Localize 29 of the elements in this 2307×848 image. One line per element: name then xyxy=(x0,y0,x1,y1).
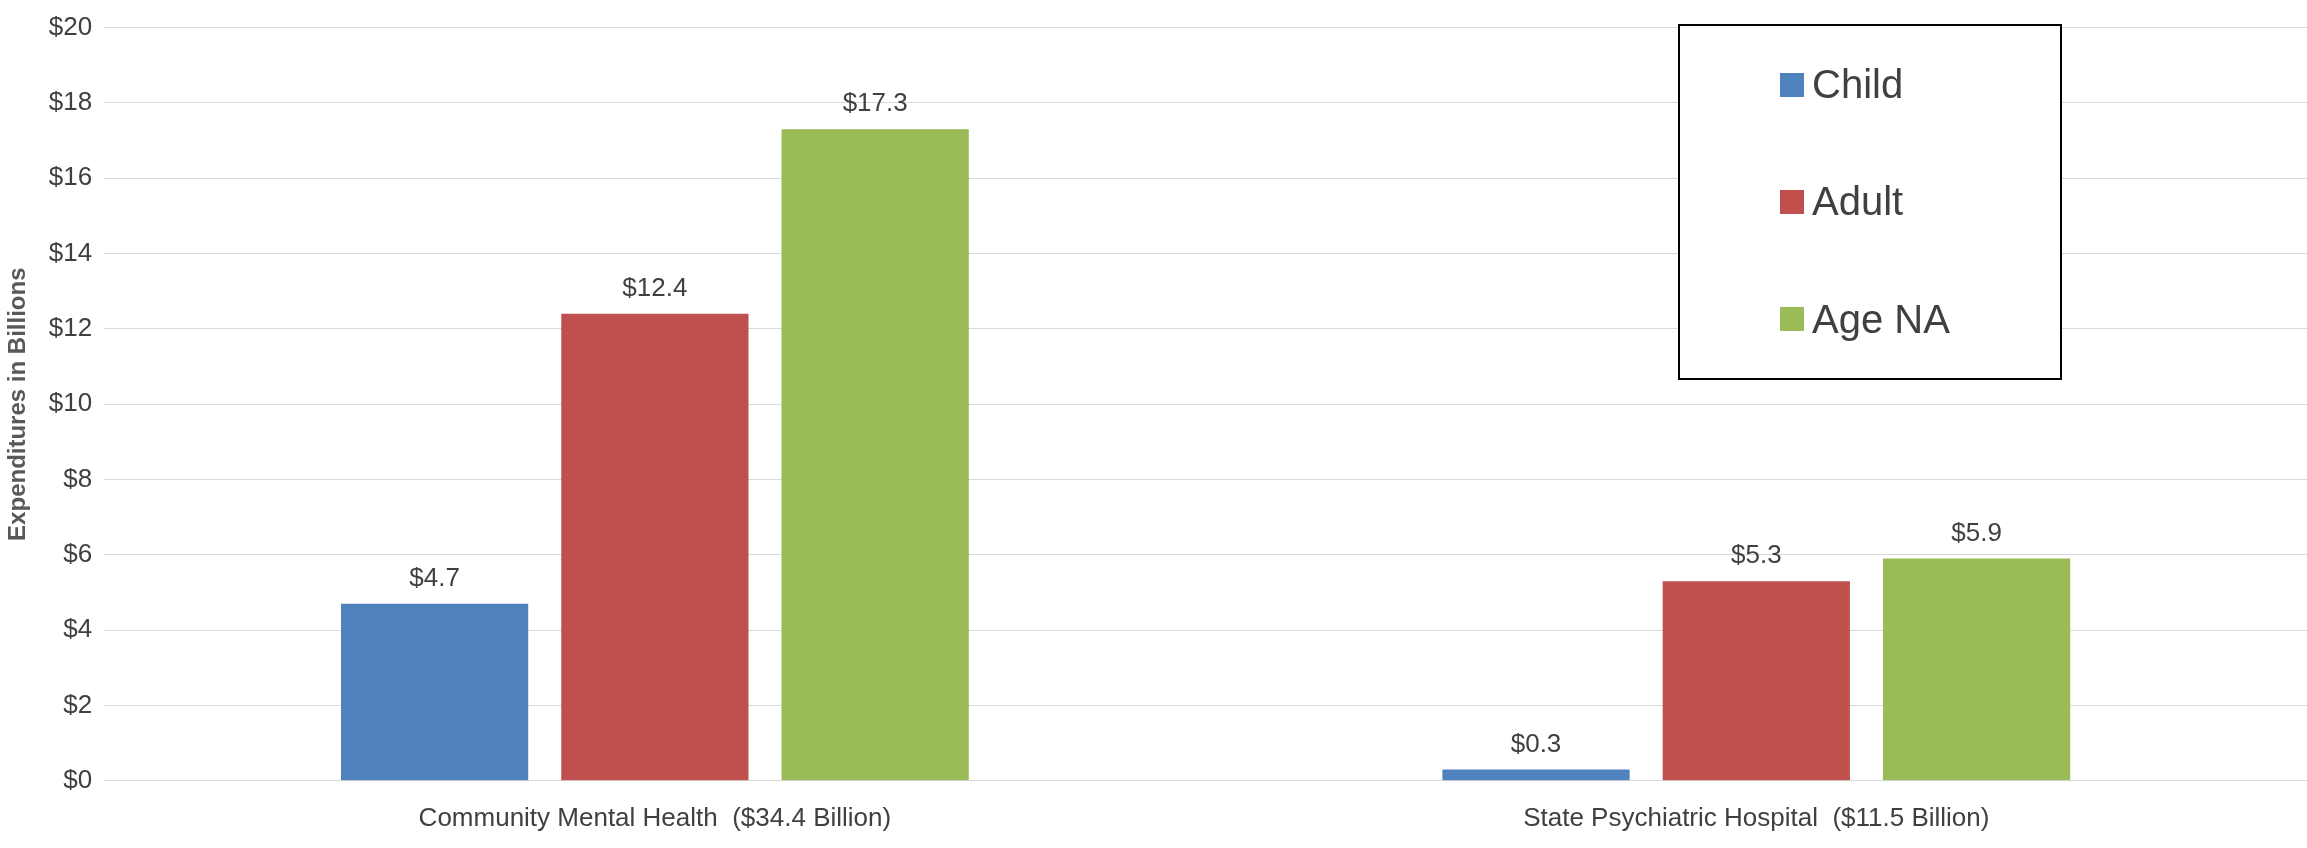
data-label: $12.4 xyxy=(622,271,688,302)
data-label: $5.9 xyxy=(1951,516,2002,547)
bar xyxy=(561,313,749,781)
data-label: $5.3 xyxy=(1730,539,1782,570)
x-tick-label: Community Mental Health ($34.4 Billion) xyxy=(418,801,892,832)
y-tick-label: $8 xyxy=(63,462,93,493)
y-tick-label: $0 xyxy=(63,763,93,794)
y-tick-label: $16 xyxy=(48,161,93,192)
bar xyxy=(1442,769,1630,781)
legend-label: Adult xyxy=(1812,179,1904,225)
legend-label: Age NA xyxy=(1812,296,1950,342)
bar xyxy=(340,603,529,781)
y-tick-label: $6 xyxy=(63,538,93,569)
y-tick-label: $20 xyxy=(48,10,93,41)
bar xyxy=(781,129,969,781)
y-tick-label: $12 xyxy=(48,312,93,343)
x-tick-label: State Psychiatric Hospital ($11.5 Billion) xyxy=(1523,801,1990,832)
y-tick-label: $10 xyxy=(48,387,93,418)
bar xyxy=(1882,558,2071,781)
data-label: $4.7 xyxy=(409,561,460,592)
y-tick-label: $18 xyxy=(48,86,93,117)
data-label: $17.3 xyxy=(842,87,908,118)
y-tick-label: $4 xyxy=(63,613,93,644)
y-tick-label: $14 xyxy=(48,236,93,267)
legend-label: Child xyxy=(1812,62,1904,108)
y-tick-label: $2 xyxy=(63,688,93,719)
bar xyxy=(1662,581,1850,781)
data-label: $0.3 xyxy=(1510,727,1562,758)
y-axis-title: Expenditures in Billions xyxy=(3,267,31,541)
